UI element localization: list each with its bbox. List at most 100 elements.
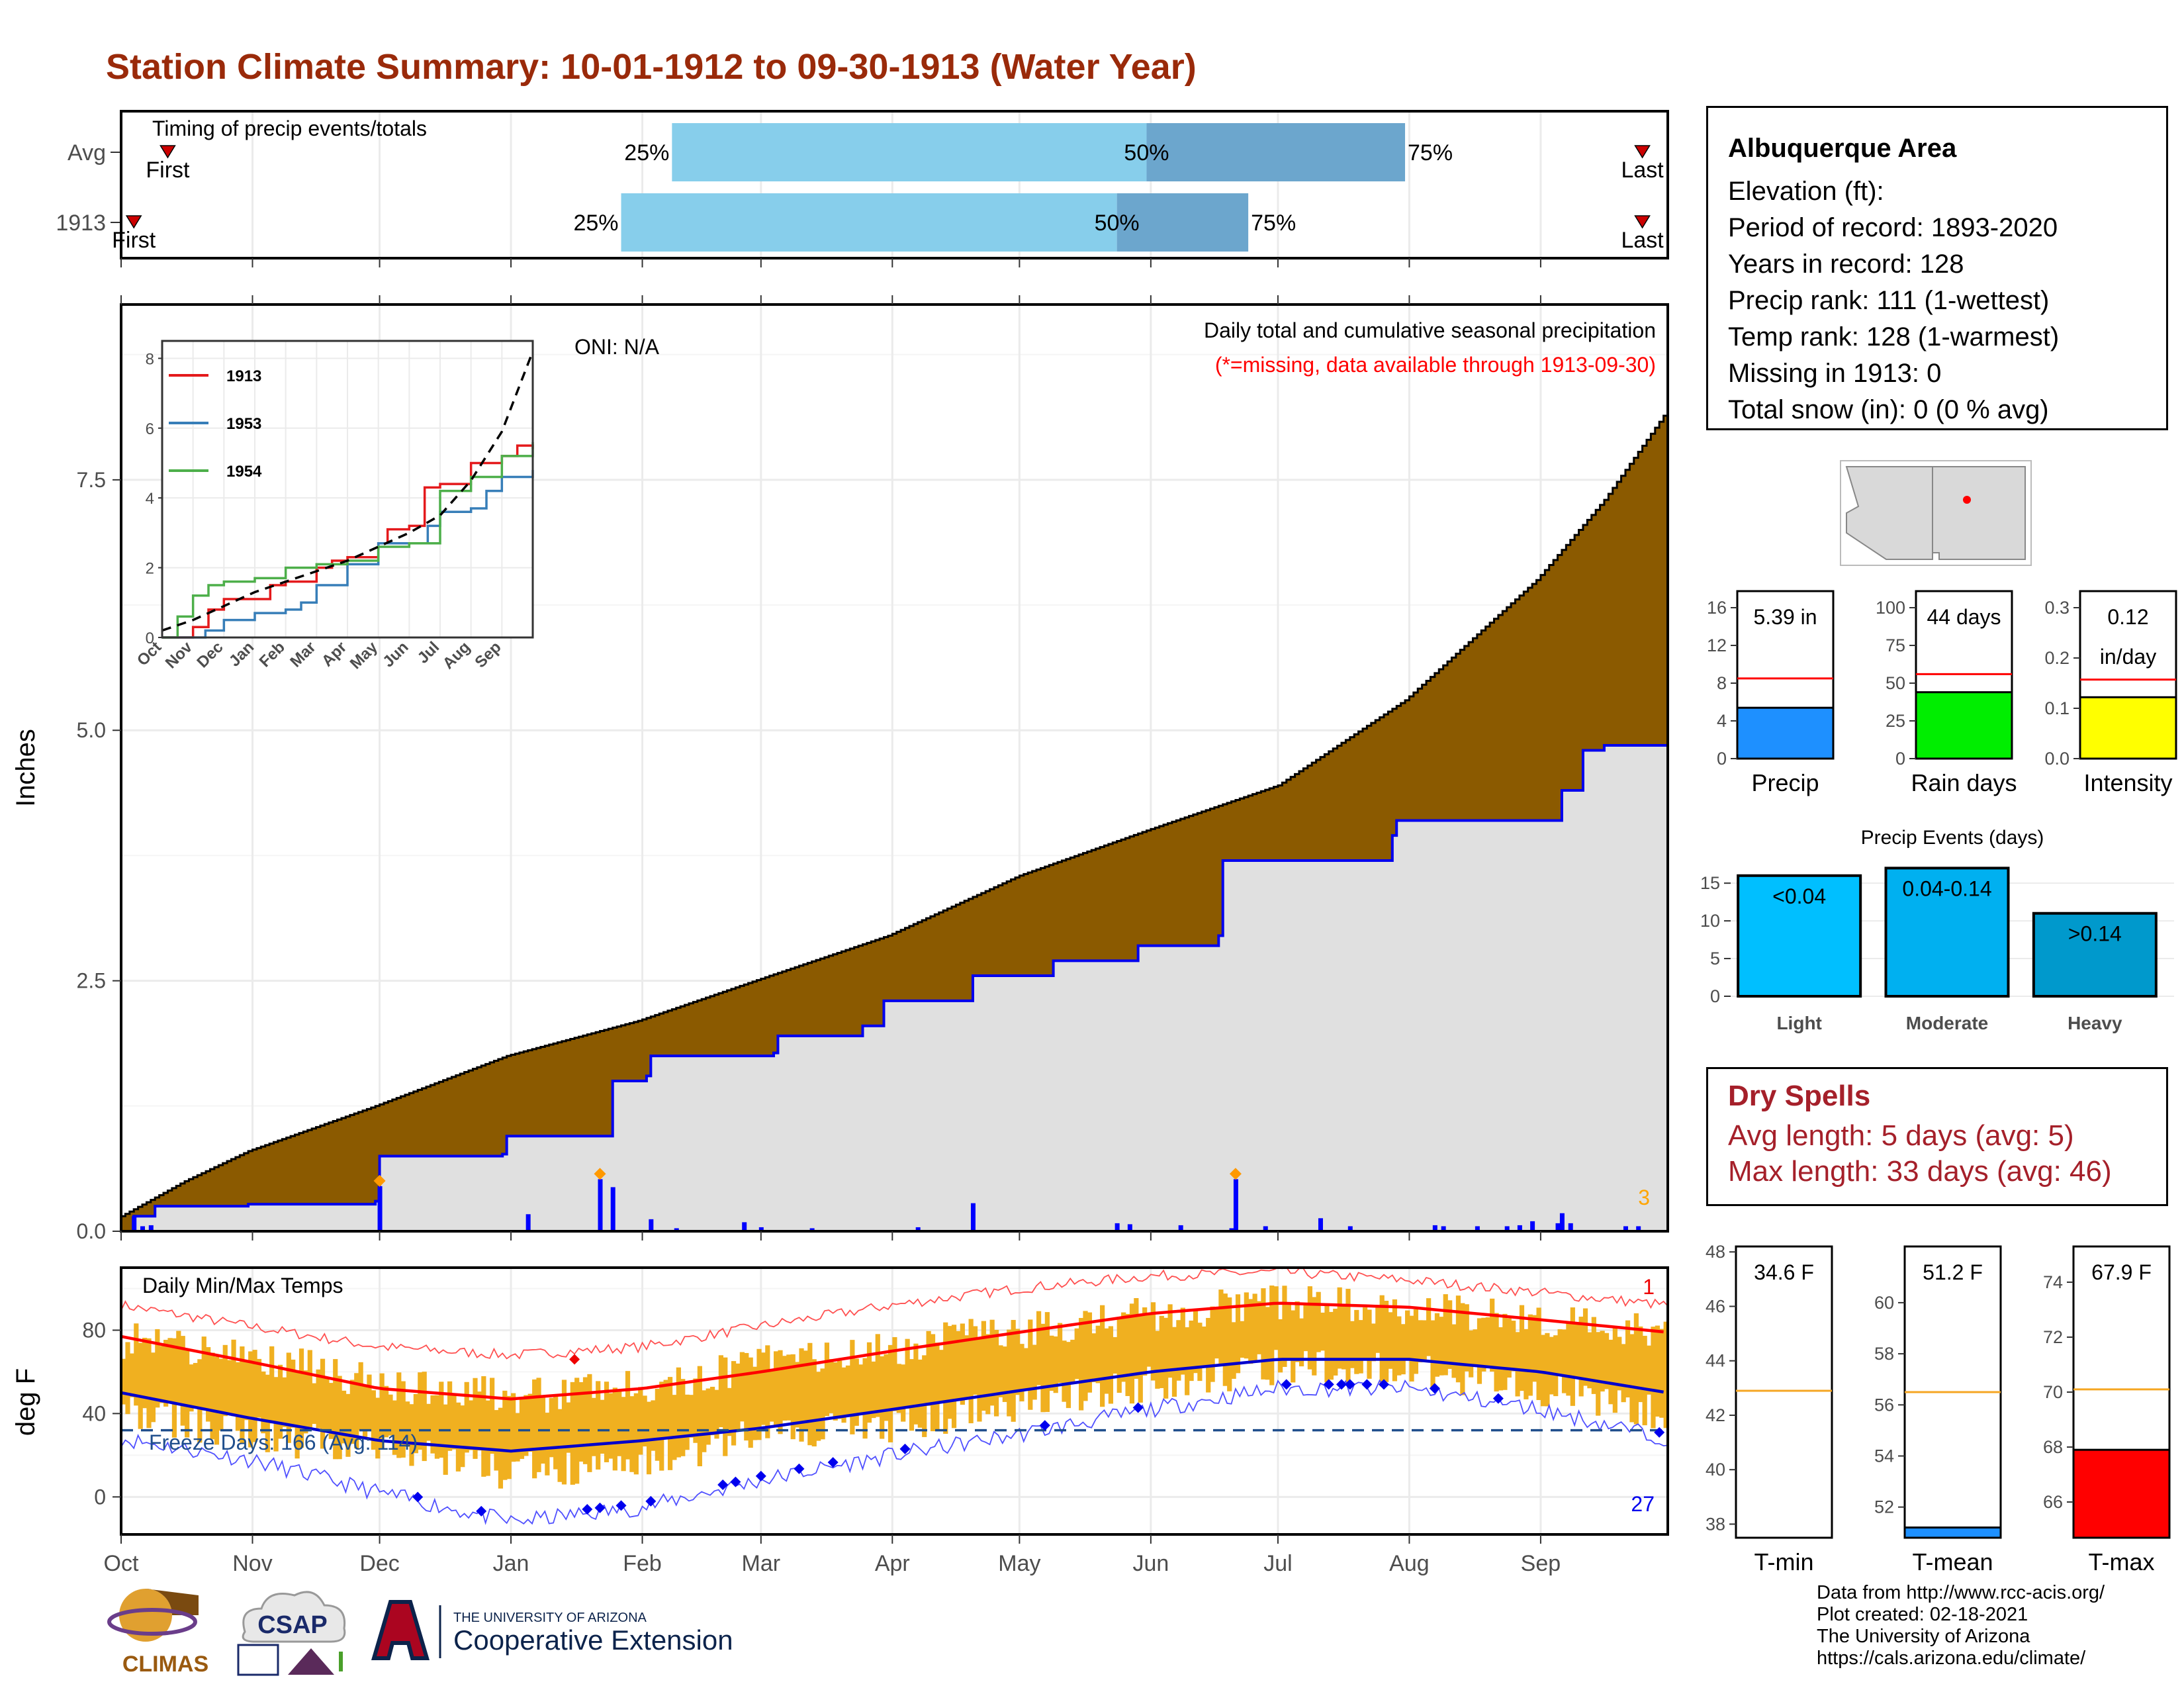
daily-temp-bar	[697, 1366, 702, 1467]
daily-temp-bar	[998, 1345, 1003, 1397]
daily-temp-bar	[375, 1397, 381, 1459]
daily-temp-bar	[871, 1361, 876, 1419]
daily-temp-bar	[807, 1342, 813, 1446]
daily-temp-bar	[1134, 1297, 1139, 1379]
daily-temp-bar	[1646, 1345, 1652, 1395]
record-low-marker	[476, 1505, 487, 1517]
daily-temp-bar	[506, 1395, 512, 1479]
daily-temp-bar	[748, 1357, 753, 1448]
summary-y-tick-label: 50	[1886, 673, 1905, 693]
summary-value-label-2: in/day	[2100, 645, 2156, 669]
record-low-marker	[412, 1491, 424, 1503]
footer-notes: Data from http://www.rcc-acis.org/ Plot …	[1817, 1582, 2105, 1669]
daily-temp-bar	[1214, 1309, 1220, 1359]
ua-logo-small-text: THE UNIVERSITY OF ARIZONA	[453, 1611, 647, 1625]
temp-frame	[120, 1266, 1669, 1536]
summary-y-tick-label: 0.0	[2044, 749, 2070, 769]
temp-y-axis-label: deg F	[11, 1368, 40, 1436]
daily-temp-bar	[1032, 1344, 1037, 1400]
daily-temp-bar	[905, 1338, 910, 1409]
timing-bar-q25-q50	[621, 193, 1117, 252]
daily-precip-bar	[1263, 1226, 1268, 1231]
daily-precip-bar	[1559, 1213, 1565, 1231]
daily-temp-bar	[587, 1374, 592, 1472]
daily-temp-bar	[727, 1387, 732, 1436]
daily-temp-bar	[633, 1393, 639, 1475]
station-info-box: Albuquerque Area Elevation (ft): Period …	[1706, 106, 2168, 430]
daily-precip-bar	[1517, 1225, 1522, 1231]
record-low-marker	[1654, 1427, 1665, 1438]
ua-logo: THE UNIVERSITY OF ARIZONA Cooperative Ex…	[371, 1600, 733, 1660]
temp-summary-y-tick-label: 56	[1874, 1395, 1894, 1415]
summary-bar-value	[1915, 691, 2013, 760]
last-event-marker	[1634, 215, 1651, 229]
daily-temp-bar	[439, 1382, 444, 1458]
daily-temp-bar	[735, 1363, 741, 1431]
daily-temp-bar	[803, 1350, 809, 1430]
events-title: Precip Events (days)	[1861, 827, 2044, 849]
daily-precip-bar	[970, 1203, 976, 1231]
temp-summary-value-label: 67.9 F	[2091, 1260, 2152, 1284]
daily-temp-bar	[303, 1370, 308, 1434]
temp-summary-label: T-mean	[1912, 1548, 1993, 1575]
daily-temp-bar	[146, 1338, 152, 1429]
daily-temp-bar	[1561, 1329, 1567, 1393]
daily-temp-bar	[553, 1395, 559, 1470]
temp-summary-frame	[1735, 1245, 1833, 1539]
daily-temp-bar	[1405, 1310, 1410, 1359]
daily-precip-bar	[132, 1216, 137, 1231]
temp-y-tick-label: 80	[82, 1318, 106, 1342]
daily-precip-bar	[377, 1186, 383, 1231]
daily-temp-bar	[358, 1362, 363, 1430]
record-low-line	[120, 1379, 1668, 1525]
daily-temp-bar	[1176, 1320, 1181, 1381]
daily-temp-bar	[591, 1397, 596, 1456]
daily-temp-bar	[388, 1394, 393, 1436]
daily-precip-bar	[649, 1219, 654, 1231]
missing-data-note: (*=missing, data available through 1913-…	[1215, 353, 1656, 377]
daily-temp-bar	[1477, 1318, 1482, 1384]
daily-precip-bar	[1441, 1226, 1446, 1231]
daily-temp-bar	[392, 1400, 397, 1455]
timing-q50-label: 50%	[1095, 211, 1140, 236]
temp-x-tick-label: Oct	[104, 1551, 139, 1575]
daily-precip-bar	[1318, 1218, 1323, 1231]
daily-temp-bar	[799, 1348, 804, 1442]
timing-panel: 25% 50% 75% First Last Avg 25% 50% 75% First Last 1…	[56, 110, 1669, 267]
csap-logo-text: CSAP	[257, 1611, 328, 1639]
daily-temp-bar	[418, 1372, 423, 1450]
daily-temp-bar	[1240, 1321, 1245, 1358]
record-low-marker	[899, 1443, 911, 1454]
daily-temp-bar	[786, 1354, 792, 1421]
station-snow: Total snow (in): 0 (0 % avg)	[1728, 395, 2049, 424]
daily-temp-bar	[349, 1380, 355, 1444]
temp-summary-value	[2072, 1448, 2171, 1539]
daily-temp-bar	[362, 1385, 368, 1437]
daily-temp-bar	[1159, 1315, 1164, 1388]
daily-temp-bar	[1036, 1311, 1042, 1385]
daily-temp-bar	[1434, 1313, 1440, 1377]
temp-summary-y-tick-label: 40	[1706, 1460, 1725, 1479]
locator-map	[1840, 460, 2032, 566]
daily-temp-bar	[197, 1359, 203, 1443]
daily-temp-bar	[1155, 1331, 1160, 1389]
daily-temp-bar	[277, 1364, 283, 1439]
daily-temp-bar	[477, 1391, 482, 1451]
precip-y-tick-label: 5.0	[77, 718, 106, 742]
climas-logo-text: CLIMAS	[122, 1652, 208, 1677]
events-bar-label: 0.04-0.14	[1902, 876, 1991, 900]
daily-temp-bar	[227, 1360, 232, 1415]
daily-temp-bar	[1426, 1298, 1432, 1356]
dry-spells-avg: Avg length: 5 days (avg: 5)	[1728, 1119, 2074, 1152]
summary-value-label: 44 days	[1927, 605, 2001, 629]
daily-temp-bar	[1044, 1312, 1050, 1412]
daily-temp-bar	[981, 1321, 986, 1411]
daily-temp-bar	[473, 1378, 478, 1459]
daily-temp-bar	[125, 1342, 130, 1415]
daily-temp-bar	[765, 1345, 770, 1438]
inset-series-line	[162, 442, 534, 639]
daily-temp-bar	[1566, 1322, 1571, 1396]
daily-temp-bar	[502, 1390, 508, 1480]
record-low-marker	[1039, 1420, 1050, 1431]
daily-temp-bar	[252, 1350, 257, 1442]
